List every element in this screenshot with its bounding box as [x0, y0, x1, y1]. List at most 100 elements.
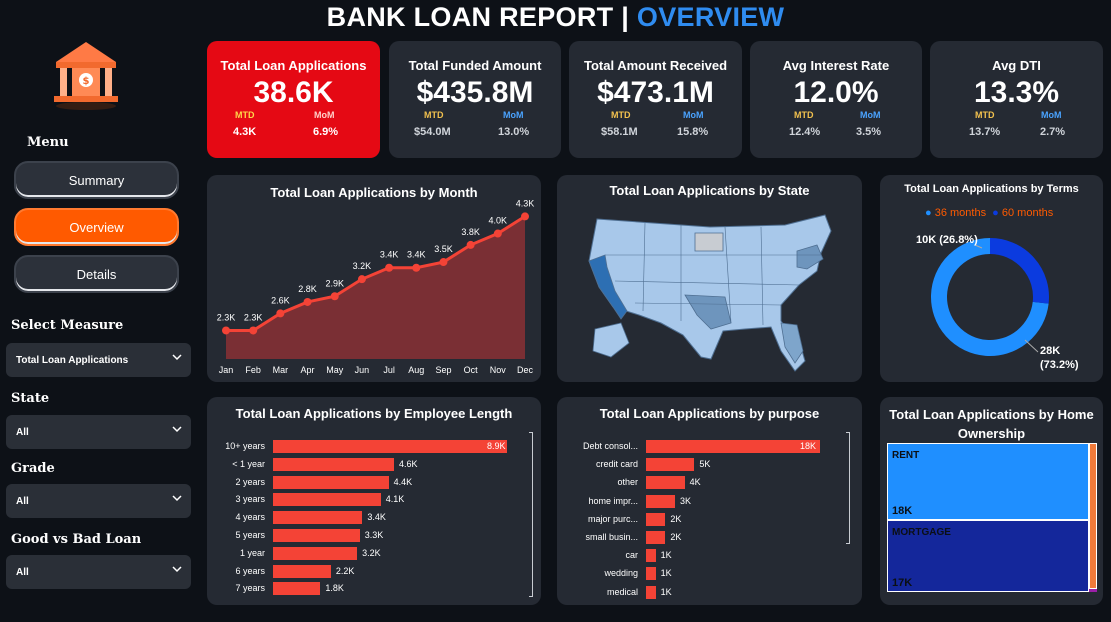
month-data-label: 4.3K: [516, 198, 535, 208]
bar-category-label: 1 year: [239, 547, 265, 558]
bar[interactable]: [273, 546, 358, 560]
bar-value-label: 2K: [670, 532, 682, 542]
month-tick-label: Apr: [301, 365, 315, 375]
bar-value-label: 1K: [660, 568, 672, 579]
bar-value-label: 1K: [660, 550, 672, 561]
kpi-mtd-label: MTD: [794, 110, 814, 120]
kpi-value: 12.0%: [793, 76, 879, 109]
bar[interactable]: [646, 476, 685, 490]
treemap-mortgage-value: 17K: [892, 577, 913, 589]
slice-label-60: 10K (26.8%): [916, 234, 978, 246]
bar[interactable]: [273, 440, 507, 453]
chart-by-purpose[interactable]: Total Loan Applications by purpose Debt …: [557, 397, 862, 605]
treemap-other[interactable]: [1089, 443, 1097, 589]
bar[interactable]: [273, 564, 331, 578]
bar[interactable]: [646, 440, 820, 453]
month-data-label: 3.4K: [380, 250, 399, 260]
kpi-label: Total Loan Applications: [220, 58, 367, 73]
kpi-mom-value: 3.5%: [856, 126, 882, 138]
kpi-card-interest[interactable]: Avg Interest Rate 12.0% MTD MoM 12.4% 3.…: [750, 41, 922, 158]
bar-value-label: 18K: [800, 441, 817, 451]
kpi-mom-label: MoM: [860, 110, 881, 120]
month-point: [521, 212, 529, 221]
chevron-down-icon: [172, 426, 182, 433]
measure-dropdown[interactable]: Total Loan Applications: [6, 343, 191, 377]
kpi-label: Total Amount Received: [583, 58, 728, 73]
kpi-card-applications[interactable]: Total Loan Applications 38.6K MTD MoM 4.…: [207, 41, 380, 158]
bar-category-label: wedding: [604, 568, 638, 579]
bar[interactable]: [646, 531, 666, 544]
month-data-label: 3.8K: [461, 227, 480, 237]
bar-category-label: medical: [606, 586, 638, 597]
chart-by-home-ownership[interactable]: Total Loan Applications by Home Ownershi…: [880, 397, 1103, 605]
bar[interactable]: [273, 457, 394, 471]
month-data-label: 2.8K: [298, 284, 317, 294]
kpi-card-received[interactable]: Total Amount Received $473.1M MTD MoM $5…: [569, 41, 742, 158]
bar[interactable]: [273, 475, 389, 489]
bar-value-label: 2.2K: [335, 565, 355, 576]
scrollbar[interactable]: [529, 432, 533, 597]
bar-value-label: 1K: [660, 586, 672, 597]
chart-by-month[interactable]: Total Loan Applications by Month 2.3K Jan…: [207, 175, 541, 382]
treemap-mortgage-name: MORTGAGE: [892, 527, 951, 538]
bar-category-label: 7 years: [235, 583, 265, 594]
chart-by-terms[interactable]: Total Loan Applications by Terms ● 36 mo…: [880, 175, 1103, 382]
month-point: [412, 263, 421, 272]
kpi-card-funded[interactable]: Total Funded Amount $435.8M MTD MoM $54.…: [389, 41, 561, 158]
month-tick-label: Nov: [490, 365, 507, 375]
bar-category-label: 5 years: [235, 530, 265, 540]
kpi-mtd-label: MTD: [424, 110, 444, 120]
treemap-own[interactable]: [1089, 589, 1097, 592]
bar[interactable]: [273, 582, 321, 596]
legend-60-months[interactable]: 60 months: [1001, 207, 1054, 219]
overview-button[interactable]: Overview: [14, 208, 179, 246]
loan-quality-dropdown-value: All: [16, 567, 29, 578]
grade-dropdown[interactable]: All: [6, 484, 191, 518]
bar[interactable]: [646, 585, 656, 599]
measure-dropdown-value: Total Loan Applications: [16, 355, 129, 366]
chart-title: Total Loan Applications by Employee Leng…: [235, 406, 513, 421]
bar[interactable]: [273, 529, 360, 542]
chart-by-employee-length[interactable]: Total Loan Applications by Employee Leng…: [207, 397, 541, 605]
bar-value-label: 8.9K: [487, 441, 506, 451]
legend-36-months[interactable]: 36 months: [934, 207, 987, 219]
treemap-rent-name: RENT: [892, 450, 920, 461]
bar[interactable]: [646, 512, 666, 526]
state-dropdown[interactable]: All: [6, 415, 191, 449]
month-tick-label: Dec: [517, 365, 534, 375]
bar[interactable]: [646, 549, 656, 563]
bar[interactable]: [646, 567, 656, 581]
kpi-mom-value: 6.9%: [313, 126, 339, 138]
month-point: [385, 263, 394, 272]
bar[interactable]: [273, 511, 363, 525]
bar[interactable]: [646, 494, 675, 508]
bar-category-label: other: [617, 477, 638, 488]
state-dropdown-value: All: [16, 427, 29, 438]
month-point: [493, 229, 502, 238]
legend-dot-60-icon: ●: [992, 207, 999, 219]
details-button[interactable]: Details: [14, 255, 179, 293]
scrollbar[interactable]: [846, 432, 850, 544]
bar-value-label: 3.4K: [367, 512, 386, 523]
month-data-label: 2.6K: [271, 295, 290, 305]
terms-legend: ● 36 months ● 60 months: [925, 207, 1053, 219]
bar[interactable]: [646, 458, 695, 472]
chevron-down-icon: [172, 566, 182, 573]
chart-by-state[interactable]: Total Loan Applications by State: [557, 175, 862, 382]
month-point: [249, 326, 258, 335]
summary-button[interactable]: Summary: [14, 161, 179, 199]
month-data-label: 4.0K: [489, 216, 508, 226]
bar-value-label: 2K: [670, 513, 682, 524]
month-data-label: 3.4K: [407, 250, 426, 260]
loan-quality-dropdown[interactable]: All: [6, 555, 191, 589]
kpi-mtd-label: MTD: [235, 110, 255, 120]
month-area-chart: 2.3K Jan 2.3K Feb 2.6K Mar 2.8K Apr 2.9K May 3.2K J…: [217, 198, 535, 375]
treemap-rent[interactable]: RENT 18K: [887, 443, 1089, 520]
bar[interactable]: [273, 493, 381, 507]
month-tick-label: May: [326, 365, 344, 375]
month-data-label: 2.3K: [217, 312, 236, 322]
kpi-value: 38.6K: [253, 76, 334, 109]
treemap-mortgage[interactable]: MORTGAGE 17K: [887, 520, 1089, 592]
bar-value-label: 3.3K: [364, 530, 384, 540]
kpi-card-dti[interactable]: Avg DTI 13.3% MTD MoM 13.7% 2.7%: [930, 41, 1103, 158]
